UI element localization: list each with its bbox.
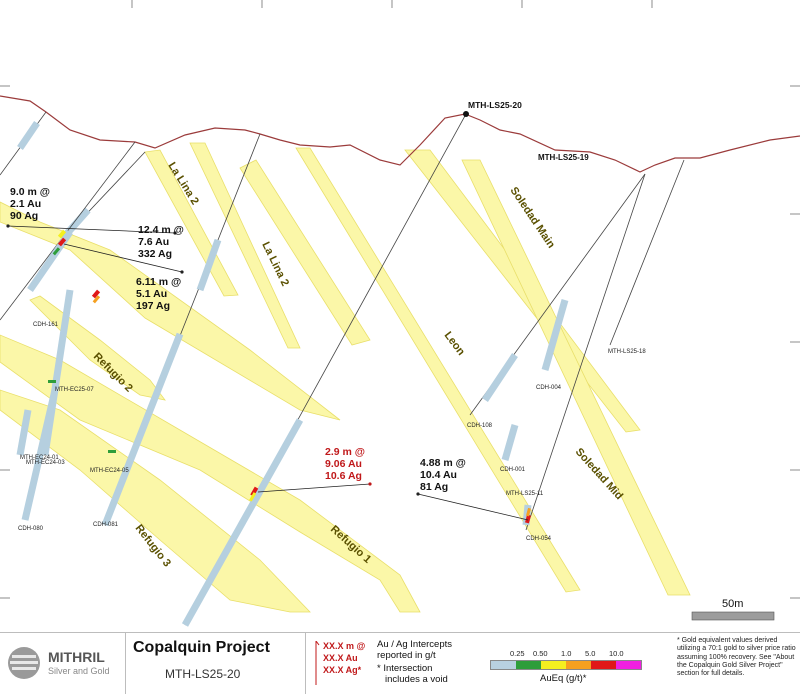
ramp-tick-2: 0.50 [533, 649, 548, 658]
ramp-tick-5: 10.0 [609, 649, 624, 658]
intercept-label-2: 12.4 m @ 7.6 Au 332 Ag [138, 224, 184, 260]
svg-text:12.4 m @: 12.4 m @ [138, 224, 184, 236]
svg-text:197 Ag: 197 Ag [136, 300, 170, 312]
vein-la-lina-2-east [189, 142, 301, 349]
intercept-label-5: 4.88 m @ 10.4 Au 81 Ag [420, 457, 466, 493]
hole-label-cdh054: CDH-054 [526, 536, 552, 542]
sample-line-2: XX.X Au [323, 653, 358, 663]
svg-text:9.06 Au: 9.06 Au [325, 458, 362, 470]
vein-polygons [0, 142, 691, 613]
intercept-note-2: reported in g/t [377, 650, 436, 661]
scale-bar-label: 50m [722, 598, 743, 610]
hole-label-cdh108: CDH-108 [467, 423, 493, 429]
hole-label-main: MTH-LS25-20 [468, 100, 522, 110]
hole-label-cdh161: CDH-161 [33, 322, 59, 328]
topography-line [0, 95, 800, 173]
hole-label-ec25-07: MTH-EC25-07 [55, 387, 94, 393]
svg-text:2.9 m @: 2.9 m @ [325, 446, 365, 458]
vein-refugio-1 [0, 334, 421, 613]
intercept-pointers [6, 111, 529, 521]
vein-refugio-upper [0, 201, 341, 421]
vein-la-lina-2-west [144, 149, 239, 297]
logo-cell: MITHRIL Silver and Gold [0, 633, 126, 694]
assay-marks [48, 229, 531, 524]
legend-panel: MITHRIL Silver and Gold Copalquin Projec… [0, 632, 800, 694]
auEq-color-ramp [490, 660, 642, 670]
svg-text:10.6 Ag: 10.6 Ag [325, 470, 362, 482]
vein-la-lina-main [239, 159, 371, 346]
svg-text:6.11 m @: 6.11 m @ [136, 276, 181, 288]
hole-label-cdh080: CDH-080 [18, 526, 44, 532]
hole-label-cdh001: CDH-001 [500, 467, 526, 473]
intercept-label-4: 2.9 m @ 9.06 Au 10.6 Ag [325, 446, 365, 482]
hole-label-ec24-03: MTH-EC24-03 [26, 460, 65, 466]
logo-name: MITHRIL [48, 649, 105, 665]
hole-label-ls25-11: MTH-LS25-11 [506, 491, 544, 497]
vein-label-leon: Leon [442, 330, 468, 358]
intercept-label-3: 6.11 m @ 5.1 Au 197 Ag [136, 276, 181, 312]
vein-refugio-3 [0, 389, 311, 613]
hole-label-ls25-18: MTH-LS25-18 [608, 349, 646, 355]
hole-label-cdh004: CDH-004 [536, 385, 562, 391]
key-cell: XX.X m @ XX.X Au XX.X Ag* Au / Ag Interc… [305, 633, 675, 694]
ramp-tick-4: 5.0 [585, 649, 596, 658]
drillhole-traces [0, 111, 685, 627]
section-name: MTH-LS25-20 [165, 667, 241, 681]
logo-subtitle: Silver and Gold [48, 666, 110, 676]
svg-text:81 Ag: 81 Ag [420, 481, 448, 493]
ramp-tick-3: 1.0 [561, 649, 572, 658]
scale-bar: 50m [691, 598, 775, 621]
cross-section-map: La Lina 2 La Lina 2 Soledad Main Leon Re… [0, 0, 800, 627]
svg-text:90 Ag: 90 Ag [10, 210, 38, 222]
svg-text:7.6 Au: 7.6 Au [138, 236, 169, 248]
hole-label-cdh081: CDH-081 [93, 522, 119, 528]
sample-bracket [315, 641, 320, 685]
footnote: * Gold equivalent values derived utilizi… [677, 637, 796, 678]
svg-text:10.4 Au: 10.4 Au [420, 469, 457, 481]
hole-label-ec24-01: MTH-EC24-01 [20, 455, 59, 461]
project-title: Copalquin Project [133, 639, 270, 656]
svg-text:332 Ag: 332 Ag [138, 248, 172, 260]
hole-label-ls25-19: MTH-LS25-19 [538, 153, 589, 162]
hole-label-ec24-05: MTH-EC24-05 [90, 468, 129, 474]
ramp-tick-1: 0.25 [510, 649, 525, 658]
intercept-label-1: 9.0 m @ 2.1 Au 90 Ag [10, 186, 50, 222]
mithril-logo-icon [8, 647, 40, 679]
intercept-note-1: Au / Ag Intercepts [377, 639, 452, 650]
svg-text:2.1 Au: 2.1 Au [10, 198, 41, 210]
void-note-2: includes a void [385, 674, 448, 685]
void-note-1: * Intersection [377, 663, 433, 674]
svg-text:4.88 m @: 4.88 m @ [420, 457, 466, 469]
svg-text:5.1 Au: 5.1 Au [136, 288, 167, 300]
vein-leon [295, 147, 581, 593]
sample-line-3: XX.X Ag* [323, 665, 362, 675]
svg-text:9.0 m @: 9.0 m @ [10, 186, 50, 198]
sample-line-1: XX.X m @ [323, 641, 366, 651]
title-cell: Copalquin Project MTH-LS25-20 [125, 633, 306, 694]
vein-soledad-mid [461, 159, 691, 596]
ramp-label: AuEq (g/t)* [540, 673, 587, 684]
